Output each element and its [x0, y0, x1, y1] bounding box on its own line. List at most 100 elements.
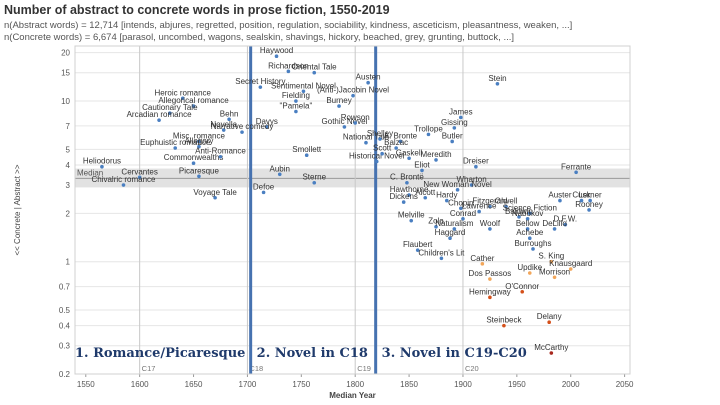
- data-point: [304, 153, 309, 158]
- point-label: Allegory: [184, 137, 213, 146]
- data-point: [420, 168, 424, 173]
- point-label: Hardy: [436, 191, 457, 200]
- point-label: Dickens: [389, 192, 417, 201]
- data-point: [552, 227, 557, 231]
- point-label: Stein: [488, 74, 506, 83]
- point-label: Picaresque: [179, 166, 220, 175]
- data-point: [525, 227, 530, 231]
- data-point: [517, 215, 521, 219]
- data-point: [588, 198, 592, 203]
- point-label: Gissing: [441, 118, 468, 127]
- x-tick-label: 2050: [616, 380, 634, 389]
- data-point: [364, 140, 368, 145]
- data-point: [527, 211, 532, 216]
- data-point: [312, 180, 317, 185]
- data-point: [434, 224, 438, 229]
- data-point: [520, 289, 525, 294]
- point-label: Secret History: [235, 77, 285, 86]
- y-tick-label: 0.7: [59, 283, 71, 292]
- point-label: Lawrence: [462, 202, 497, 211]
- point-label: Conrad: [450, 209, 476, 218]
- point-label: Heliodorus: [83, 157, 121, 166]
- point-label: Orwell: [495, 197, 518, 206]
- point-label: Balzac: [384, 138, 408, 147]
- y-tick-label: 3: [66, 181, 71, 190]
- data-point: [547, 320, 551, 325]
- data-point: [563, 222, 568, 227]
- point-label: Davys: [256, 117, 278, 126]
- data-point: [452, 126, 457, 130]
- point-label: Chivalric romance: [91, 175, 156, 184]
- point-label: Historical Novel: [349, 152, 405, 161]
- data-point: [351, 93, 355, 98]
- data-point: [342, 125, 347, 129]
- data-point: [100, 164, 104, 169]
- point-label: Allegorical romance: [158, 96, 229, 105]
- y-tick-label: 10: [61, 97, 70, 106]
- point-label: Sentimental Novel: [271, 81, 336, 90]
- y-tick-label: 0.4: [59, 322, 71, 331]
- data-point: [121, 183, 126, 187]
- point-label: Heroic romance: [155, 88, 212, 97]
- point-label: Hawthorne: [390, 185, 429, 194]
- x-tick-label: 1850: [400, 380, 418, 389]
- century-label: C17: [142, 364, 156, 373]
- data-point: [558, 198, 562, 203]
- point-label: DeLillo: [542, 219, 567, 228]
- point-label: Sterne: [302, 173, 326, 182]
- data-point: [409, 218, 414, 223]
- data-point: [444, 198, 449, 203]
- data-point: [525, 216, 530, 221]
- data-point: [477, 209, 481, 214]
- data-point: [448, 236, 452, 241]
- point-label: Updike: [517, 263, 542, 272]
- point-label: Misc. romance: [173, 131, 226, 140]
- data-point: [213, 195, 217, 200]
- data-point: [549, 259, 554, 264]
- data-point: [398, 139, 403, 144]
- point-label: Defoe: [253, 182, 275, 191]
- data-point: [277, 172, 282, 177]
- y-tick-label: 0.2: [59, 370, 71, 379]
- point-label: Behn: [220, 109, 239, 118]
- data-point: [459, 206, 463, 211]
- point-label: Aubin: [270, 164, 290, 173]
- x-tick-label: 2000: [562, 380, 580, 389]
- point-label: Richardson: [268, 61, 308, 70]
- chart-title: Number of abstract to concrete words in …: [4, 3, 390, 17]
- point-label: Baldwin: [505, 207, 533, 216]
- data-point: [495, 81, 500, 86]
- data-point: [455, 188, 460, 192]
- point-label: Rooney: [575, 200, 603, 209]
- point-label: New Woman Novel: [423, 180, 492, 189]
- point-label: Flaubert: [403, 240, 433, 249]
- point-label: (Anti-)Jacobin Novel: [317, 86, 389, 95]
- data-point: [261, 190, 266, 195]
- era-label: 1. Romance/Picaresque: [75, 346, 245, 361]
- point-label: Achebe: [516, 228, 544, 237]
- data-point: [197, 174, 201, 179]
- data-point: [227, 117, 231, 122]
- data-point: [552, 275, 557, 280]
- data-point: [527, 236, 532, 241]
- point-label: Arcadian romance: [127, 110, 192, 119]
- data-point: [549, 351, 554, 355]
- data-point: [218, 154, 223, 159]
- y-tick-label: 7: [66, 122, 71, 131]
- point-label: Woolf: [480, 219, 501, 228]
- data-point: [474, 164, 478, 169]
- point-label: Burney: [326, 96, 351, 105]
- data-point: [488, 277, 492, 281]
- point-label: Hemingway: [469, 287, 511, 296]
- data-point: [415, 248, 420, 252]
- point-label: Melville: [398, 211, 425, 220]
- data-point: [502, 323, 506, 328]
- data-point: [488, 204, 492, 209]
- x-tick-label: 1950: [508, 380, 526, 389]
- data-point: [407, 193, 411, 197]
- y-axis-label: << Concrete | Abstract >>: [13, 164, 22, 255]
- y-tick-label: 4: [66, 161, 71, 170]
- data-point: [191, 104, 196, 108]
- data-point: [407, 156, 411, 161]
